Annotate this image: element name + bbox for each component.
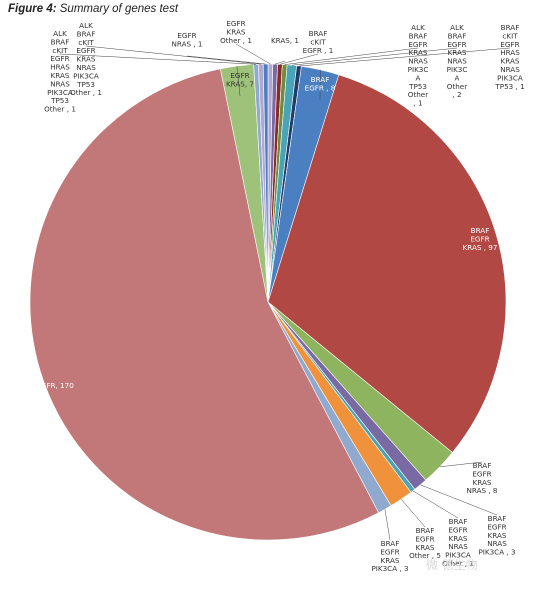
leader-line	[59, 53, 257, 65]
slice-labels: EGFR KRAS Other , 1 KRAS, 1 BRAF cKIT EGFR , 1…	[36, 19, 524, 573]
slice-label: ALK BRAF EGFR KRAS NRAS PIK3C A TP53 Other, 1	[408, 23, 429, 108]
slice-label: ALK BRAF cKIT EGFR KRAS NRAS PIK3CA TP53 Other ,…	[70, 21, 102, 97]
leader-line	[284, 47, 419, 65]
slice-label: BRAF EGFR KRAS , 97	[463, 226, 498, 252]
slice-label: BRAF EGFR KRAS PIK3CA , 3	[371, 539, 408, 573]
pie-slice	[262, 63, 269, 303]
leader-line	[420, 484, 498, 516]
leader-line	[186, 55, 266, 65]
chart-title-text: Summary of genes test	[59, 3, 179, 15]
slice-label: EGFR, 170	[36, 381, 74, 390]
chart-title-prefix: Figure 4:	[8, 3, 57, 15]
slice-label: BRAF EGFR KRAS Other , 5	[409, 526, 441, 560]
leader-line	[412, 490, 459, 519]
slice-label: BRAF EGFR KRAS NRAS , 8	[467, 461, 498, 495]
slice-label: BRAF EGFR , 8	[305, 75, 336, 92]
leader-line	[235, 43, 271, 65]
watermark: 微 德生物	[426, 558, 478, 572]
leader-line	[299, 47, 511, 67]
slice-label: EGFR NRAS , 1	[172, 31, 203, 48]
slice-label: KRAS, 1	[271, 36, 299, 45]
slice-label: BRAF EGFR KRAS NRAS PIK3CA , 3	[478, 514, 515, 557]
slice-label: BRAF EGFR KRAS NRAS PIK3CA Other , 1	[442, 517, 474, 568]
slice-label: ALK BRAF EGFR KRAS NRAS PIK3C A Other, 2	[447, 23, 468, 99]
pie-slice	[267, 74, 507, 453]
leader-line	[275, 60, 286, 65]
chart-title: Figure 4: Summary of genes test	[8, 3, 178, 15]
slice-label: ALK BRAF cKIT EGFR HRAS KRAS NRAS PIK3CA TP53 Oth…	[44, 29, 76, 114]
slice-label: EGFR KRAS, 7	[226, 71, 254, 88]
slice-label: BRAF cKIT EGFR , 1	[303, 29, 334, 55]
slice-label: BRAF cKIT EGFR HRAS KRAS NRAS PIK3CA TP53 , 1	[494, 23, 524, 91]
slice-label: EGFR KRAS Other , 1	[220, 19, 252, 45]
leader-line	[279, 53, 319, 65]
leader-line	[236, 66, 241, 97]
leader-line	[401, 499, 426, 528]
leader-lines	[59, 43, 511, 541]
leader-line	[85, 45, 261, 65]
leader-line	[439, 461, 483, 468]
leader-line	[384, 509, 391, 541]
leader-line	[291, 47, 458, 66]
pie-slice	[29, 68, 380, 541]
pie-slices	[29, 63, 507, 541]
